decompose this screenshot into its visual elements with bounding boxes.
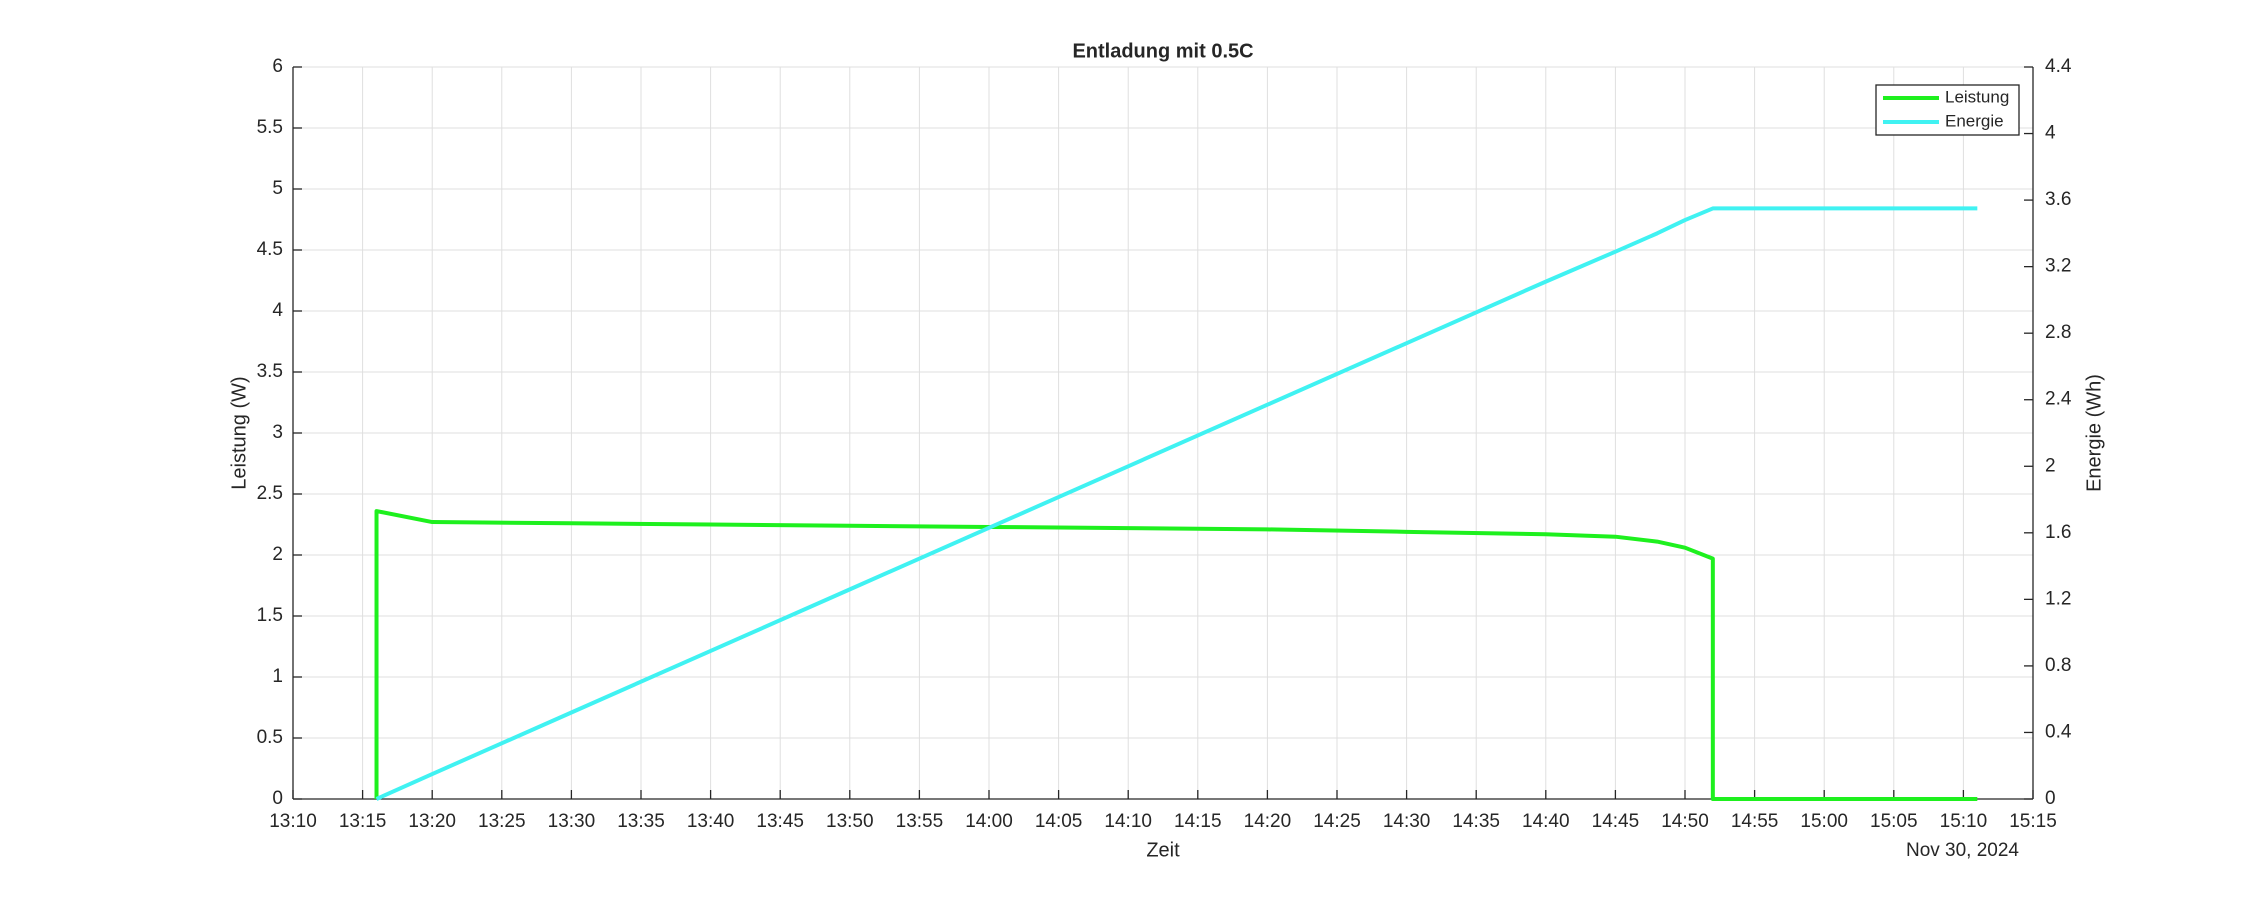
y-tick-label: 4 bbox=[272, 300, 283, 321]
x-tick-label: 13:45 bbox=[756, 811, 804, 832]
x-tick-label: 13:50 bbox=[826, 811, 874, 832]
x-tick-label: 13:35 bbox=[617, 811, 665, 832]
y-tick-label: 1.5 bbox=[257, 605, 283, 626]
chart-title: Entladung mit 0.5C bbox=[1072, 40, 1253, 62]
y2-tick-label: 2.8 bbox=[2045, 322, 2071, 343]
x-tick-label: 14:20 bbox=[1244, 811, 1292, 832]
x-tick-label: 13:40 bbox=[687, 811, 735, 832]
series-line bbox=[375, 206, 1978, 801]
x-tick-label: 15:10 bbox=[1940, 811, 1988, 832]
y2-tick-label: 0.8 bbox=[2045, 655, 2071, 676]
y-tick-label: 5 bbox=[272, 178, 283, 199]
y2-tick-label: 0 bbox=[2045, 788, 2056, 809]
x-tick-label: 14:35 bbox=[1452, 811, 1500, 832]
x-tick-label: 14:15 bbox=[1174, 811, 1222, 832]
y2-tick-label: 2 bbox=[2045, 455, 2056, 476]
y-tick-label: 3.5 bbox=[257, 361, 283, 382]
series-line bbox=[374, 509, 1978, 801]
x-tick-label: 15:15 bbox=[2009, 811, 2057, 832]
x-date-label: Nov 30, 2024 bbox=[1906, 840, 2019, 861]
y-tick-label: 6 bbox=[272, 56, 283, 77]
y-tick-label: 5.5 bbox=[257, 117, 283, 138]
x-tick-label: 14:00 bbox=[965, 811, 1013, 832]
y2-tick-label: 2.4 bbox=[2045, 389, 2072, 410]
y2-tick-label: 3.6 bbox=[2045, 189, 2071, 210]
y-axis-label: Leistung (W) bbox=[228, 376, 250, 489]
x-tick-label: 13:20 bbox=[408, 811, 456, 832]
legend-label: Energie bbox=[1945, 111, 2004, 130]
x-tick-label: 13:55 bbox=[896, 811, 944, 832]
x-tick-label: 13:25 bbox=[478, 811, 526, 832]
x-tick-label: 14:05 bbox=[1035, 811, 1083, 832]
y2-tick-label: 4 bbox=[2045, 123, 2056, 144]
x-tick-label: 14:55 bbox=[1731, 811, 1779, 832]
y-tick-label: 0.5 bbox=[257, 727, 283, 748]
y-tick-label: 1 bbox=[272, 666, 283, 687]
x-tick-label: 14:30 bbox=[1383, 811, 1431, 832]
x-tick-label: 13:10 bbox=[269, 811, 317, 832]
x-tick-label: 14:10 bbox=[1104, 811, 1152, 832]
y2-tick-label: 4.4 bbox=[2045, 56, 2072, 77]
x-tick-label: 14:50 bbox=[1661, 811, 1709, 832]
y2-axis-label: Energie (Wh) bbox=[2083, 374, 2105, 492]
y-tick-label: 4.5 bbox=[257, 239, 283, 260]
x-tick-label: 13:30 bbox=[548, 811, 596, 832]
x-tick-label: 14:25 bbox=[1313, 811, 1361, 832]
y-tick-label: 3 bbox=[272, 422, 283, 443]
y2-tick-label: 0.4 bbox=[2045, 721, 2072, 742]
x-tick-label: 15:05 bbox=[1870, 811, 1918, 832]
x-tick-label: 13:15 bbox=[339, 811, 387, 832]
x-tick-label: 14:40 bbox=[1522, 811, 1570, 832]
y-tick-label: 2.5 bbox=[257, 483, 283, 504]
y2-tick-label: 1.6 bbox=[2045, 522, 2071, 543]
y-tick-label: 2 bbox=[272, 544, 283, 565]
y-tick-label: 0 bbox=[272, 788, 283, 809]
x-axis-label: Zeit bbox=[1146, 839, 1180, 861]
legend-box bbox=[1875, 84, 2020, 136]
x-tick-label: 14:45 bbox=[1592, 811, 1640, 832]
x-tick-label: 15:00 bbox=[1800, 811, 1848, 832]
legend-label: Leistung bbox=[1945, 87, 2009, 106]
y2-tick-label: 1.2 bbox=[2045, 588, 2071, 609]
y2-tick-label: 3.2 bbox=[2045, 256, 2071, 277]
